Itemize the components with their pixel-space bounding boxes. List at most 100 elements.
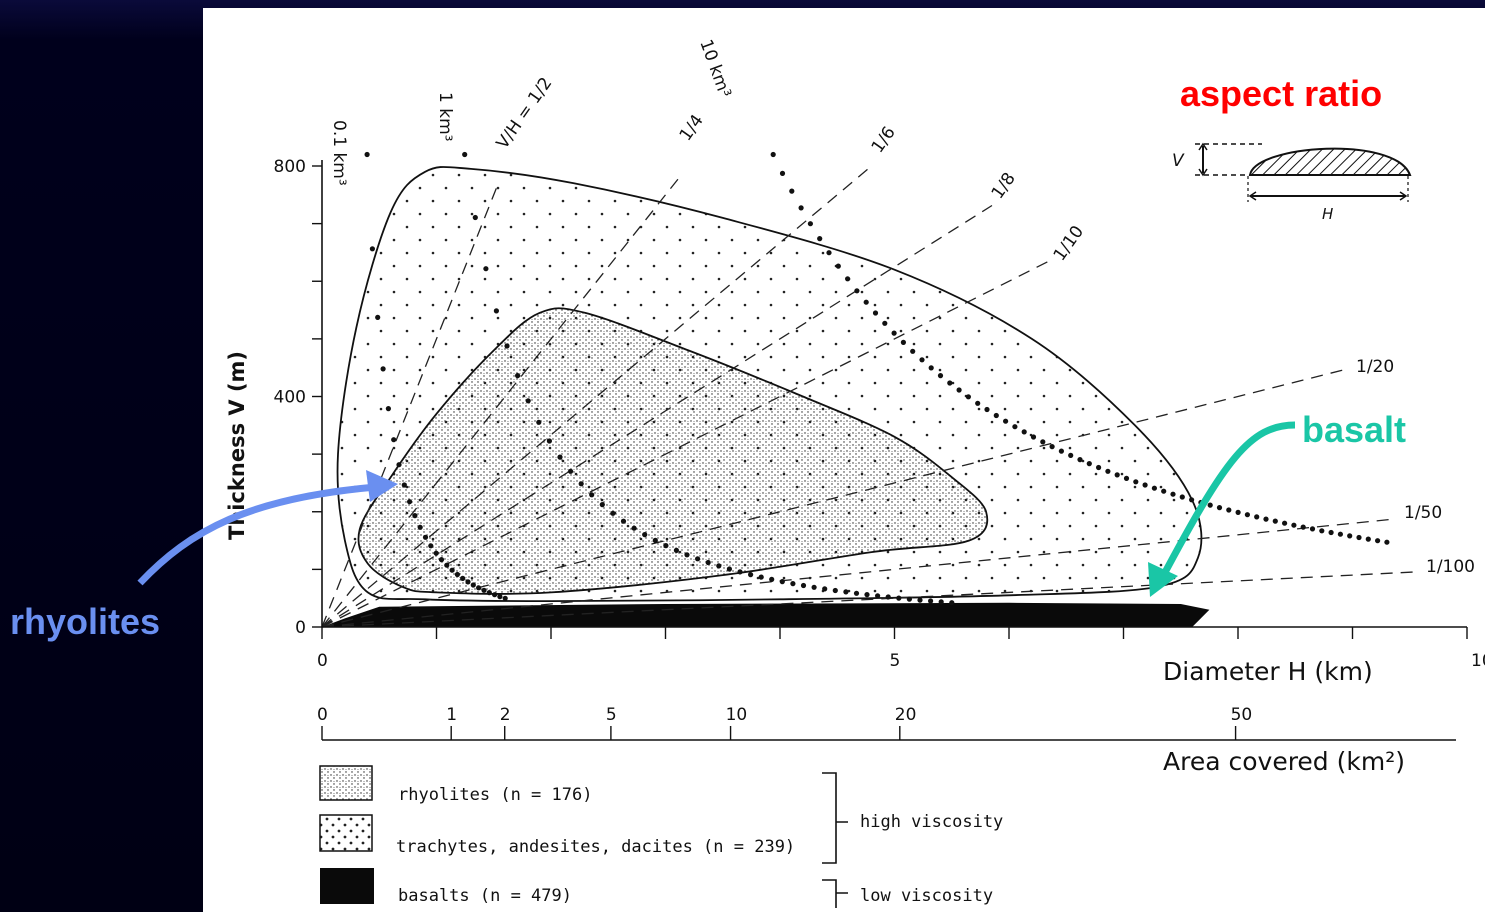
volume-curve-dot xyxy=(822,586,828,592)
legend-swatch-basalts xyxy=(320,868,374,904)
volume-curve-dot xyxy=(515,373,521,379)
volume-curve-dot xyxy=(449,567,455,573)
volume-curve-dot xyxy=(1179,494,1185,500)
rhyolites-arrowhead xyxy=(366,470,398,502)
basalt-annotation: basalt xyxy=(1302,409,1406,450)
x-tick-label: 5 xyxy=(890,651,901,671)
volume-curve-dot xyxy=(928,598,934,604)
legend: rhyolites (n = 176) trachytes, andesites… xyxy=(319,765,1003,908)
volume-curve-label-2: 1 km³ xyxy=(435,92,455,141)
volume-curve-dot xyxy=(1309,526,1316,532)
volume-curve-dot xyxy=(631,525,637,531)
volume-curve-dot xyxy=(748,572,754,578)
area-tick-label: 2 xyxy=(500,705,511,725)
v-arrowheads xyxy=(1198,142,1208,177)
volume-curve-dot xyxy=(826,250,832,256)
volume-curve-dot xyxy=(919,357,925,363)
volume-curve-dot xyxy=(853,590,860,596)
legend-group-high: high viscosity xyxy=(860,812,1003,832)
volume-curve-dot xyxy=(444,562,450,568)
volume-curve-dot xyxy=(832,587,838,594)
volume-curve-dot xyxy=(472,214,478,221)
volume-curve-dot xyxy=(798,205,804,211)
volume-curve-dot xyxy=(417,524,423,530)
volume-curve-dot xyxy=(369,246,375,252)
volume-curve-dot xyxy=(557,454,563,460)
volume-curve-dot xyxy=(1021,429,1027,435)
volume-curve-dot xyxy=(1291,522,1297,528)
volume-curve-dot xyxy=(695,556,701,562)
volume-curve-dot xyxy=(364,151,370,158)
volume-curve-dot xyxy=(843,589,849,595)
volume-curve-dot xyxy=(1226,507,1232,513)
inset-v-label: V xyxy=(1172,151,1185,171)
volume-curve-dot xyxy=(882,320,888,326)
volume-curve-dot xyxy=(1142,482,1148,488)
volume-curve-dot xyxy=(578,481,584,487)
ratio-label-4: 1/8 xyxy=(988,169,1020,203)
volume-curve-dot xyxy=(599,502,605,508)
volume-curve-dot xyxy=(385,406,391,412)
area-tick-label: 1 xyxy=(446,705,457,725)
volume-curve-dot xyxy=(1263,516,1269,522)
volume-curve-dot xyxy=(885,594,891,600)
volume-curve-dot xyxy=(1244,512,1250,518)
volume-curve-dot xyxy=(872,310,879,316)
volume-curve-dot xyxy=(769,576,775,583)
volume-curve-dot xyxy=(779,170,786,176)
volume-curve-dot xyxy=(422,534,429,540)
volume-curve-dot xyxy=(896,595,902,601)
y-tick-label: 400 xyxy=(274,388,306,408)
volume-curve-dot xyxy=(493,308,499,314)
volume-curve-dot xyxy=(375,314,381,320)
field-basalts xyxy=(322,602,1210,627)
x-tick-label: 10 xyxy=(1471,651,1485,671)
volume-curve-dot xyxy=(817,236,823,242)
volume-curve-dot xyxy=(1133,479,1139,485)
volume-curve-dot xyxy=(705,559,711,566)
volume-curve-dot xyxy=(391,437,397,443)
volume-curve-dot xyxy=(770,151,776,158)
legend-group-low: low viscosity xyxy=(860,886,993,906)
area-axis-label: Area covered (km²) xyxy=(1163,747,1405,776)
y-tick-label: 800 xyxy=(274,157,306,177)
low-viscosity-bracket xyxy=(822,879,848,908)
volume-curve-dot xyxy=(502,595,508,601)
volume-curve-dot xyxy=(789,188,795,194)
volume-curve-dot xyxy=(807,221,814,227)
volume-curve-dot xyxy=(726,566,733,572)
ratio-line-6 xyxy=(321,368,1349,628)
aspect-ratio-inset: V H xyxy=(1172,142,1412,223)
volume-curve-dot xyxy=(492,592,498,598)
volume-curve-dot xyxy=(1347,533,1353,539)
volume-curve-dot xyxy=(790,581,796,587)
volume-curve-dot xyxy=(917,597,923,603)
volume-curve-dot xyxy=(864,592,870,598)
volume-curve-dot xyxy=(428,543,434,549)
volume-curve-dot xyxy=(863,299,869,305)
ratio-line-2 xyxy=(321,176,681,628)
volume-curve-dot xyxy=(900,339,907,345)
volume-curve-dot xyxy=(891,330,897,336)
volume-curve-dot xyxy=(483,266,489,272)
volume-curve-dot xyxy=(476,585,482,591)
ratio-label-8: 1/100 xyxy=(1426,557,1475,577)
h-arrowheads xyxy=(1248,191,1408,201)
volume-curve-dot xyxy=(928,365,934,371)
volume-curve-dot xyxy=(956,387,962,393)
volume-curve-dot xyxy=(737,569,743,575)
volume-curve-dot xyxy=(589,492,595,498)
volume-curve-dot xyxy=(1151,485,1157,491)
aspect-ratio-annotation: aspect ratio xyxy=(1180,73,1382,114)
volume-curve-dot xyxy=(1096,464,1102,471)
volume-curve-dot xyxy=(906,596,913,602)
volume-curve-dot xyxy=(937,373,944,379)
volume-curve-dot xyxy=(965,394,972,400)
volume-curve-dot xyxy=(610,510,616,516)
volume-curve-dot xyxy=(1254,514,1260,520)
ratio-label-1: V/H = 1/2 xyxy=(493,74,557,153)
area-tick-label: 50 xyxy=(1231,705,1253,725)
volume-curve-dot xyxy=(1040,439,1046,445)
dome-profile xyxy=(1248,147,1412,176)
